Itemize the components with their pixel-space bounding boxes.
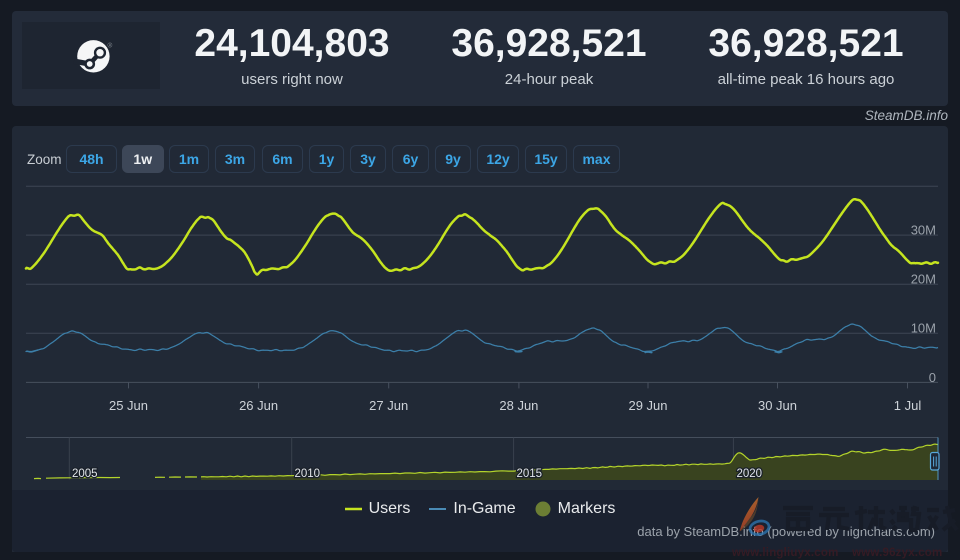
svg-text:®: ®	[108, 42, 113, 50]
svg-text:30M: 30M	[911, 223, 936, 238]
svg-text:2015: 2015	[517, 468, 543, 480]
svg-text:29 Jun: 29 Jun	[628, 398, 667, 413]
svg-text:0: 0	[929, 370, 936, 385]
svg-text:27 Jun: 27 Jun	[369, 398, 408, 413]
svg-text:28 Jun: 28 Jun	[499, 398, 538, 413]
svg-text:30 Jun: 30 Jun	[758, 398, 797, 413]
svg-text:1 Jul: 1 Jul	[894, 398, 922, 413]
svg-text:2010: 2010	[295, 468, 321, 480]
svg-text:26 Jun: 26 Jun	[239, 398, 278, 413]
svg-text:10M: 10M	[911, 321, 936, 336]
svg-text:2005: 2005	[72, 468, 98, 480]
svg-text:25 Jun: 25 Jun	[109, 398, 148, 413]
svg-text:20M: 20M	[911, 272, 936, 287]
svg-text:2020: 2020	[737, 468, 763, 480]
